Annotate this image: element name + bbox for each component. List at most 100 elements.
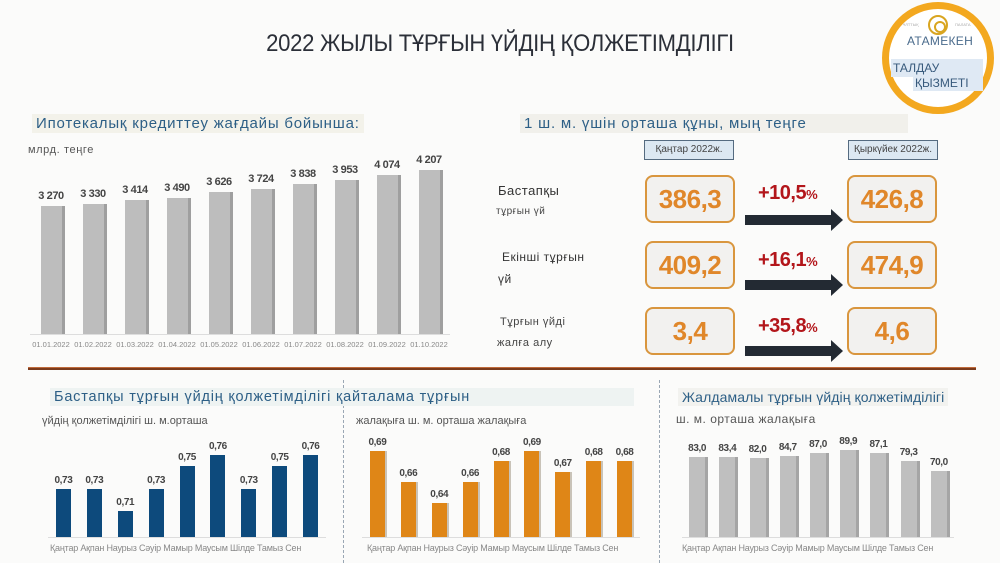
logo-line2: ҚЫЗМЕТІ — [913, 75, 983, 91]
bar — [586, 461, 602, 537]
bar — [719, 456, 736, 537]
bar — [334, 179, 356, 334]
bar — [524, 451, 540, 537]
bar-column: 0,64 — [426, 489, 453, 537]
bar-column: 0,69 — [518, 437, 545, 537]
x-tick-label: 01.08.2022 — [326, 340, 364, 349]
bar-value-label: 0,68 — [584, 447, 603, 459]
primary-chart-x-labels: Қаңтар Ақпан Наурыз Сәуір Мамыр Маусым Ш… — [50, 543, 302, 553]
atameken-emblem-icon — [928, 15, 948, 35]
bar-column: 84,7 — [774, 442, 802, 537]
bar-column: 0,71 — [112, 497, 139, 537]
bar-value-label: 0,73 — [239, 474, 258, 486]
rent-change: +35,8% — [758, 315, 818, 338]
bar-column: 3 724 — [245, 173, 278, 334]
bar-value-label: 0,75 — [270, 452, 289, 464]
bar-column: 82,0 — [744, 444, 772, 537]
atameken-logo: ҰЛТТЫҚ ПАЛАТА АТАМЕКЕН ТАЛДАУ ҚЫЗМЕТІ — [882, 2, 994, 114]
right-chart-sublabel: ш. м. орташа жалақыға — [676, 412, 816, 426]
bar-value-label: 3 270 — [38, 190, 64, 202]
mortgage-x-labels: 01.01.2022 01.02.2022 01.03.2022 01.04.2022… — [30, 340, 450, 354]
bar — [179, 466, 195, 537]
bar-value-label: 0,76 — [208, 441, 227, 452]
bar — [208, 192, 230, 334]
secondary-affordability-chart: 0,69 0,66 0,64 0,66 0,68 0,69 0,67 0,68 0,68 — [362, 428, 640, 538]
bar-column: 0,73 — [50, 475, 77, 537]
dotted-divider-right — [659, 380, 660, 563]
bar-value-label: 83,0 — [688, 443, 707, 455]
bar-column: 3 270 — [35, 190, 68, 334]
row-label-primary: Бастапқы — [498, 183, 560, 198]
bar-value-label: 3 414 — [122, 184, 148, 197]
bar-column: 0,73 — [81, 475, 108, 537]
bar-value-label: 0,68 — [492, 447, 510, 459]
bar — [749, 458, 766, 537]
bar-value-label: 0,68 — [615, 447, 634, 459]
arrow-right-icon — [745, 340, 843, 362]
bar-column: 3 626 — [203, 176, 236, 334]
bar-value-label: 3 953 — [332, 163, 358, 176]
arrow-right-icon — [745, 274, 843, 296]
bar — [292, 184, 314, 334]
bar-value-label: 0,73 — [147, 474, 166, 486]
section-divider — [28, 367, 976, 370]
primary-change: +10,5% — [758, 182, 818, 205]
bar-value-label: 0,66 — [399, 468, 418, 480]
bar — [166, 197, 188, 334]
row-label-rent: Тұрғын үйді — [500, 316, 566, 328]
primary-to-value: 426,8 — [847, 175, 937, 223]
bar-value-label: 79,3 — [899, 447, 918, 459]
x-axis-line — [362, 537, 640, 538]
bar-value-label: 3 838 — [290, 168, 316, 181]
bar-value-label: 3 490 — [164, 181, 190, 194]
rent-from-value: 3,4 — [645, 307, 735, 355]
bar-column: 79,3 — [895, 447, 923, 537]
bar-column: 83,0 — [683, 443, 711, 537]
bar — [241, 488, 257, 537]
secondary-change-value: +16,1 — [758, 249, 807, 271]
bar-column: 87,0 — [804, 439, 832, 537]
bar — [117, 511, 133, 537]
bar-column: 0,75 — [174, 452, 201, 537]
arrow-right-icon — [745, 209, 843, 231]
row-label-secondary: Екінші тұрғын — [502, 250, 585, 264]
to-month-tag: Қыркүйек 2022ж. — [848, 140, 938, 160]
bar-column: 0,66 — [457, 468, 484, 537]
from-month-tag: Қаңтар 2022ж. — [644, 140, 734, 160]
bar-column: 70,0 — [925, 457, 953, 537]
bar — [148, 488, 164, 537]
bar-value-label: 83,4 — [718, 442, 737, 454]
bar-value-label: 0,73 — [85, 474, 104, 486]
bar-value-label: 3 330 — [80, 187, 106, 200]
bar-column: 3 490 — [161, 182, 194, 334]
rent-affordability-title: Жалдамалы тұрғын үйдің қолжетімділігі — [678, 388, 949, 406]
x-tick-label: 01.02.2022 — [74, 340, 112, 349]
bar — [493, 461, 509, 537]
bar — [124, 200, 146, 334]
percent-sign: % — [806, 320, 818, 335]
bar-value-label: 87,0 — [809, 439, 827, 451]
bar — [617, 461, 633, 537]
bar-column: 0,68 — [488, 447, 515, 537]
x-tick-label: 01.01.2022 — [32, 340, 70, 349]
bar — [930, 471, 947, 537]
bar — [779, 455, 796, 537]
bar-column: 0,76 — [297, 441, 324, 537]
bar-value-label: 0,75 — [178, 452, 196, 464]
bar-value-label: 0,69 — [368, 437, 387, 448]
x-tick-label: 01.04.2022 — [158, 340, 196, 349]
logo-small-left: ҰЛТТЫҚ — [903, 22, 919, 27]
bar-column: 89,9 — [834, 436, 862, 537]
bar — [689, 457, 706, 537]
bar — [55, 488, 71, 537]
bar-column: 83,4 — [713, 443, 741, 537]
bar — [250, 188, 272, 334]
dotted-divider-left — [343, 380, 344, 563]
x-tick-label: 01.10.2022 — [410, 340, 448, 349]
primary-change-value: +10,5 — [758, 182, 807, 204]
bar — [369, 451, 385, 537]
percent-sign: % — [806, 254, 818, 269]
mortgage-section-title: Ипотекалық кредиттеу жағдайы бойынша: — [32, 114, 364, 133]
bar — [810, 453, 826, 537]
affordability-title: Бастапқы тұрғын үйдің қолжетімділігі қай… — [50, 388, 634, 406]
